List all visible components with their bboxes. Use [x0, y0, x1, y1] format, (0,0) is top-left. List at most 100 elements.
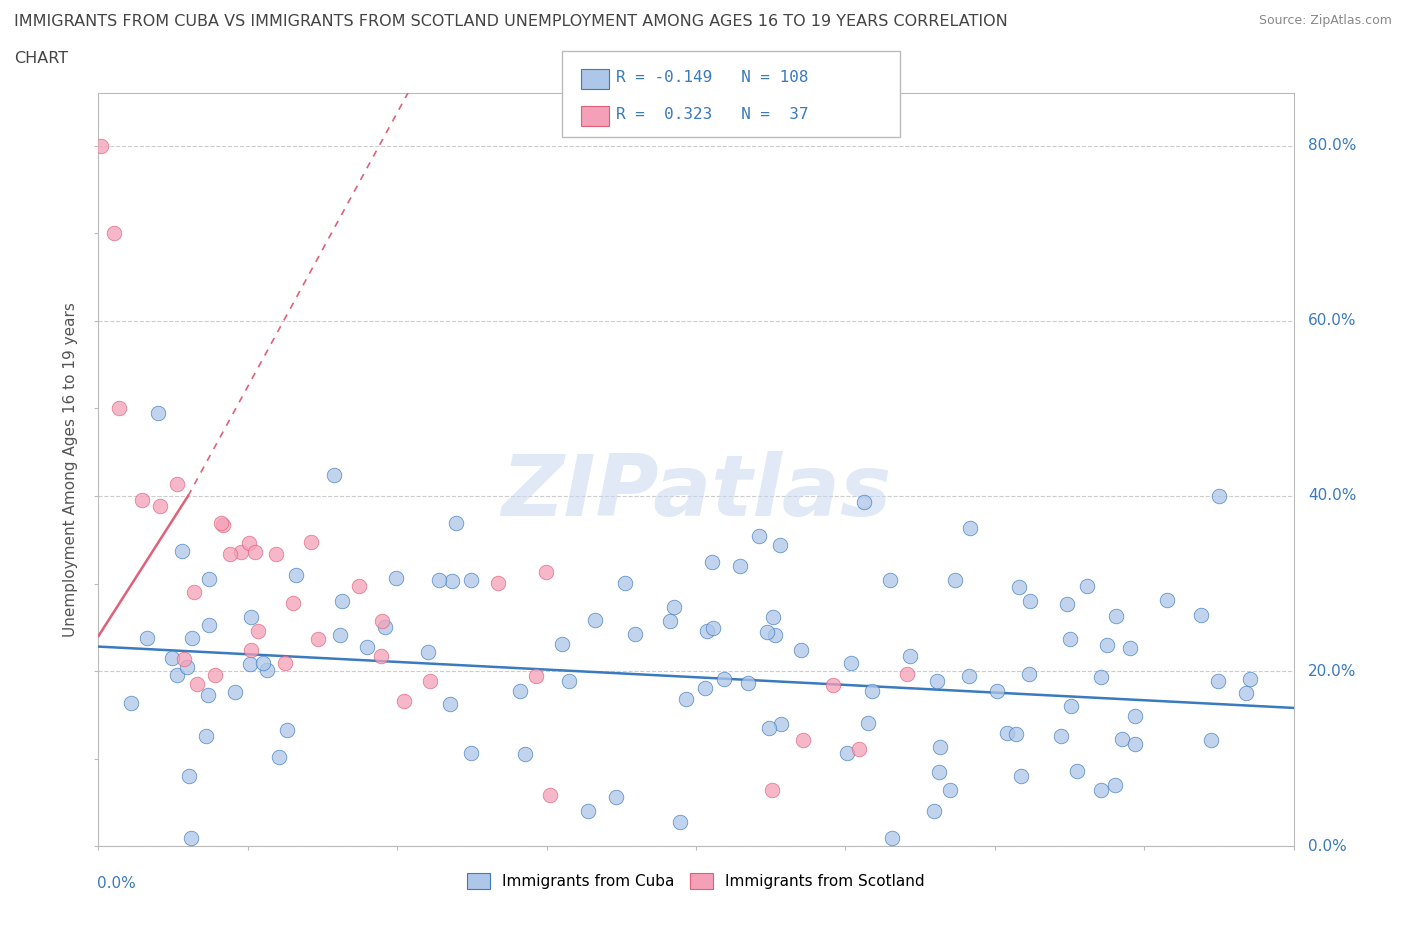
Point	[90, 139, 112, 153]
Point	[928, 764, 950, 779]
Point	[1007, 580, 1029, 595]
Point	[925, 673, 948, 688]
Point	[852, 495, 875, 510]
Text: 20.0%: 20.0%	[1308, 664, 1357, 679]
Point	[1208, 488, 1230, 503]
Point	[243, 545, 266, 560]
Text: 40.0%: 40.0%	[1308, 488, 1357, 503]
Point	[209, 516, 232, 531]
Point	[1156, 592, 1178, 607]
Point	[792, 732, 814, 747]
Point	[285, 568, 308, 583]
Point	[737, 675, 759, 690]
Point	[1019, 593, 1042, 608]
Point	[274, 656, 297, 671]
Point	[1018, 666, 1040, 681]
Point	[1234, 685, 1257, 700]
Point	[702, 621, 724, 636]
Point	[605, 790, 627, 804]
Point	[513, 747, 536, 762]
Point	[922, 804, 945, 818]
Point	[583, 613, 606, 628]
Point	[1189, 607, 1212, 622]
Point	[229, 545, 252, 560]
Point	[162, 650, 184, 665]
Point	[823, 677, 845, 692]
Point	[858, 715, 880, 730]
Point	[1097, 638, 1119, 653]
Point	[256, 662, 278, 677]
Point	[148, 405, 170, 420]
Point	[1105, 608, 1128, 623]
Point	[212, 517, 235, 532]
Point	[180, 830, 202, 845]
Point	[103, 226, 125, 241]
Point	[939, 782, 962, 797]
Point	[755, 624, 778, 639]
Text: R = -0.149   N = 108: R = -0.149 N = 108	[616, 70, 808, 85]
Point	[695, 680, 717, 695]
Point	[713, 671, 735, 686]
Point	[264, 547, 287, 562]
Point	[186, 676, 208, 691]
Point	[1104, 778, 1126, 793]
Point	[322, 467, 344, 482]
Point	[240, 643, 263, 658]
Point	[730, 559, 752, 574]
Text: CHART: CHART	[14, 51, 67, 66]
Point	[439, 697, 461, 711]
Point	[789, 643, 811, 658]
Point	[879, 573, 901, 588]
Point	[384, 571, 406, 586]
Point	[486, 576, 509, 591]
Point	[197, 687, 219, 702]
Point	[995, 726, 1018, 741]
Point	[900, 648, 922, 663]
Point	[945, 572, 967, 587]
Point	[1111, 731, 1133, 746]
Point	[173, 652, 195, 667]
Point	[197, 618, 219, 632]
Text: 60.0%: 60.0%	[1308, 313, 1357, 328]
Text: Source: ZipAtlas.com: Source: ZipAtlas.com	[1258, 14, 1392, 27]
Point	[578, 804, 600, 818]
Point	[1123, 737, 1146, 751]
Point	[1123, 708, 1146, 723]
Point	[135, 631, 157, 645]
Text: 0.0%: 0.0%	[97, 876, 135, 892]
Point	[762, 610, 785, 625]
Point	[444, 516, 467, 531]
Point	[329, 628, 352, 643]
Point	[276, 722, 298, 737]
Point	[770, 717, 793, 732]
Point	[1090, 670, 1112, 684]
Text: IMMIGRANTS FROM CUBA VS IMMIGRANTS FROM SCOTLAND UNEMPLOYMENT AMONG AGES 16 TO 1: IMMIGRANTS FROM CUBA VS IMMIGRANTS FROM …	[14, 14, 1008, 29]
Point	[1010, 769, 1032, 784]
Point	[551, 636, 574, 651]
Point	[1060, 698, 1083, 713]
Point	[696, 624, 718, 639]
Point	[509, 684, 531, 698]
Point	[299, 535, 322, 550]
Text: ZIPatlas: ZIPatlas	[501, 451, 891, 534]
Point	[247, 624, 270, 639]
Point	[239, 610, 262, 625]
Point	[957, 669, 980, 684]
Point	[374, 619, 396, 634]
Point	[441, 574, 464, 589]
Point	[624, 626, 647, 641]
Point	[558, 673, 581, 688]
Point	[669, 814, 692, 829]
Point	[120, 696, 142, 711]
Point	[1199, 733, 1222, 748]
Y-axis label: Unemployment Among Ages 16 to 19 years: Unemployment Among Ages 16 to 19 years	[63, 302, 79, 637]
Point	[860, 684, 883, 698]
Point	[614, 576, 637, 591]
Point	[349, 578, 371, 593]
Point	[1239, 671, 1261, 686]
Point	[986, 684, 1008, 698]
Point	[419, 673, 441, 688]
Point	[198, 572, 221, 587]
Point	[460, 573, 482, 588]
Point	[183, 585, 205, 600]
